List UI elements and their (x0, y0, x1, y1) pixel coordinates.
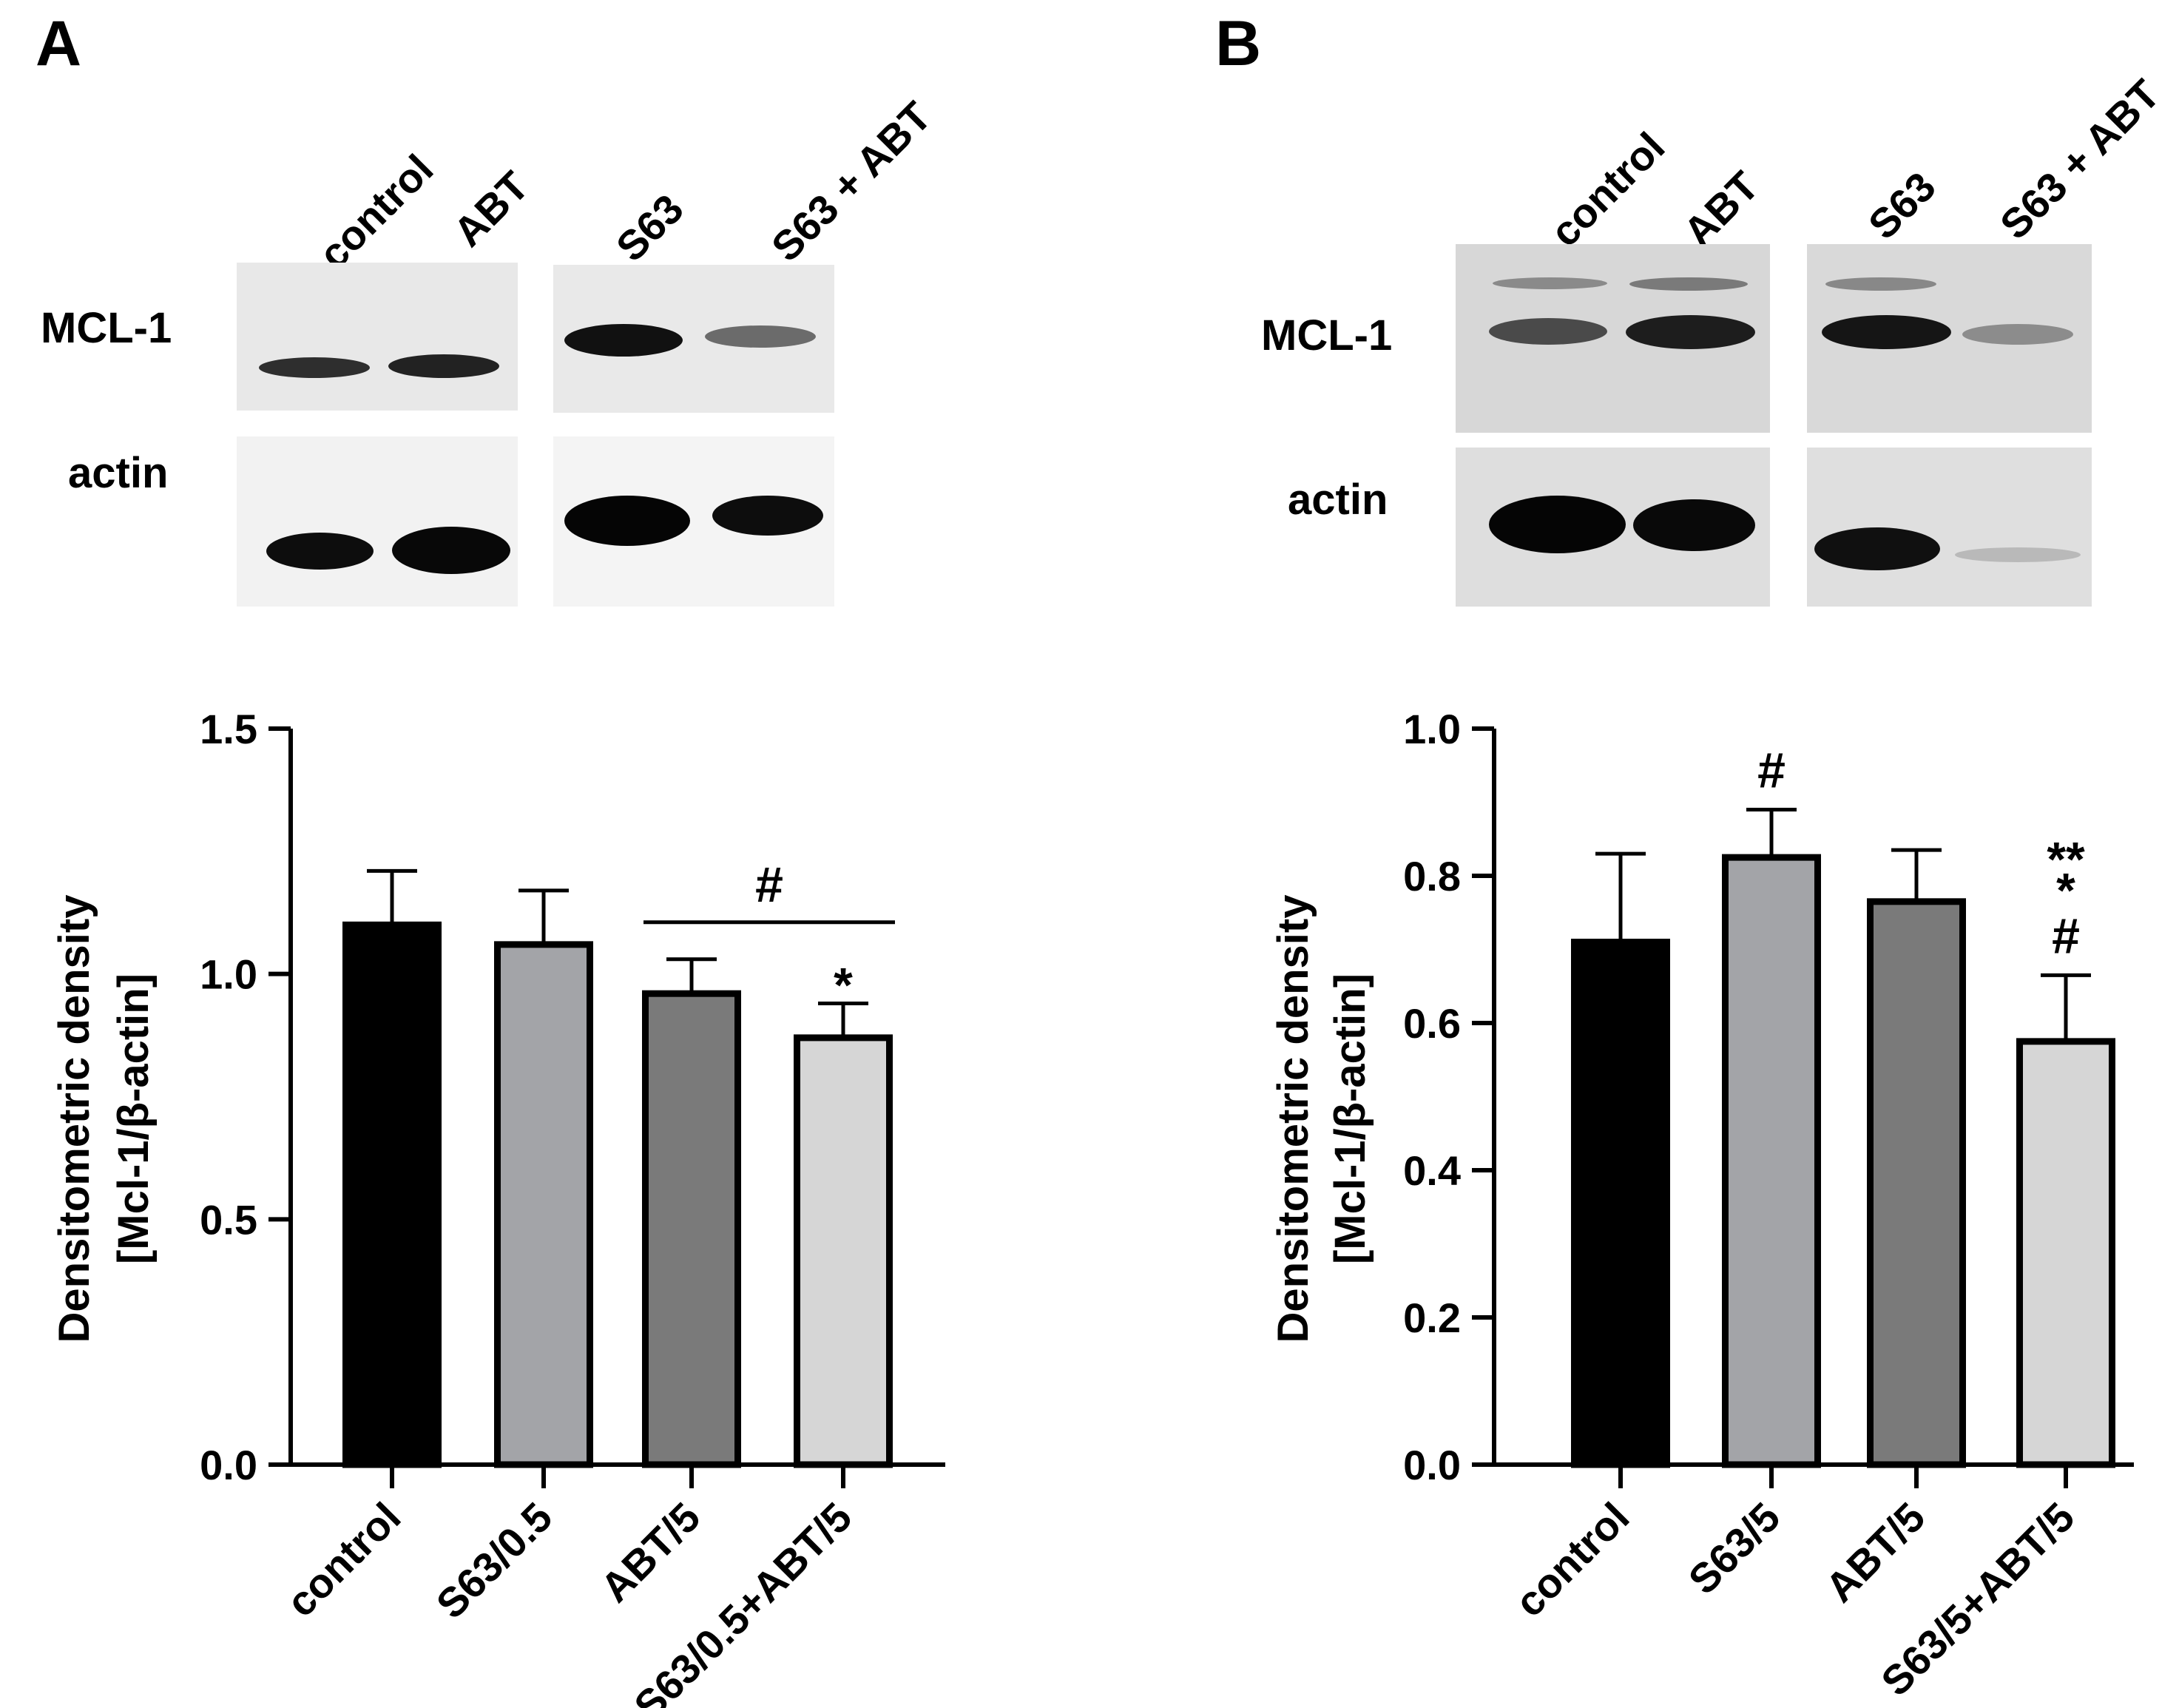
x-tick-label: S63/5 (1679, 1493, 1788, 1603)
lane-label-s63: S63 (1859, 163, 1945, 249)
significance-hash: # (755, 857, 783, 913)
blot-actin-left (237, 436, 518, 607)
y-tick-label: 0.0 (200, 1442, 257, 1488)
bar (1571, 939, 1670, 1468)
y-tick-label: 1.5 (200, 706, 257, 752)
y-axis-label-units: [Mcl-1/β-actin] (1326, 973, 1374, 1264)
x-tick-label: ABT/5 (1817, 1493, 1934, 1611)
y-axis-label-units: [Mcl-1/β-actin] (109, 973, 158, 1264)
protein-label-mcl1: MCL-1 (1261, 311, 1393, 360)
x-tick-label: control (1506, 1493, 1638, 1626)
blot-mcl1-left (1456, 244, 1770, 433)
x-tick-label: S63/0.5 (427, 1493, 561, 1627)
blot-mcl1-right (1807, 244, 2092, 433)
lane-label-abt: ABT (444, 162, 538, 256)
y-tick-label: 0.8 (1403, 853, 1461, 899)
y-axis-label: Densitometric density (1269, 895, 1317, 1343)
panel-b: B control ABT S63 S63 + ABT MCL-1 actin … (1090, 0, 2179, 1708)
protein-label-actin: actin (68, 449, 169, 497)
bar (494, 941, 593, 1468)
x-tick-label: control (277, 1493, 410, 1626)
panel-a: A control ABT S63 S63 + ABT MCL-1 actin … (0, 0, 1090, 1708)
western-blot: control ABT S63 S63 + ABT MCL-1 actin (0, 0, 1090, 666)
bar (794, 1034, 893, 1468)
bar-chart-a: 0.0 0.5 1.0 1.5 Densitometric density [Mcl-1/… (50, 706, 945, 1708)
bar (1722, 854, 1821, 1468)
lane-label-s63: S63 (607, 185, 692, 271)
lane-label-s63-abt: S63 + ABT (762, 92, 940, 271)
blot-actin-right (1807, 448, 2092, 607)
bar (1867, 898, 1966, 1468)
bar-chart-b: 0.0 0.2 0.4 0.6 0.8 1.0 Densitometric density[… (1269, 706, 2134, 1704)
y-tick-label: 0.2 (1403, 1294, 1461, 1341)
significance-star: * (2056, 863, 2075, 917)
bar (642, 990, 741, 1468)
protein-label-mcl1: MCL-1 (41, 304, 172, 352)
blot-actin-right (553, 436, 834, 607)
significance-star: ** (2047, 831, 2085, 886)
lane-label-abt: ABT (1674, 162, 1768, 256)
blot-actin-left (1456, 448, 1770, 607)
y-tick-label: 0.0 (1403, 1442, 1461, 1488)
panel-letter: A (36, 8, 82, 79)
bar (342, 921, 442, 1468)
y-tick-label: 0.5 (200, 1196, 257, 1243)
bar (2016, 1038, 2115, 1468)
blot-mcl1-left (237, 263, 518, 411)
significance-star: * (834, 957, 853, 1012)
lane-label-s63-abt: S63 + ABT (1990, 70, 2169, 249)
significance-hash: # (2052, 908, 2080, 964)
significance-hash: # (1757, 742, 1786, 798)
protein-label-actin: actin (1288, 476, 1388, 524)
x-tick-label: ABT/5 (592, 1493, 709, 1611)
blot-mcl1-right (553, 265, 834, 413)
y-tick-label: 1.0 (200, 951, 257, 998)
lane-label-control: control (309, 145, 442, 278)
y-axis-label: Densitometric density (50, 895, 98, 1343)
western-blot: control ABT S63 S63 + ABT MCL-1 actin (1090, 0, 2179, 666)
y-tick-label: 0.6 (1403, 1000, 1461, 1047)
y-tick-label: 0.4 (1403, 1147, 1461, 1194)
panel-letter: B (1215, 8, 1262, 79)
y-tick-label: 1.0 (1403, 706, 1461, 752)
lane-label-control: control (1541, 123, 1674, 256)
